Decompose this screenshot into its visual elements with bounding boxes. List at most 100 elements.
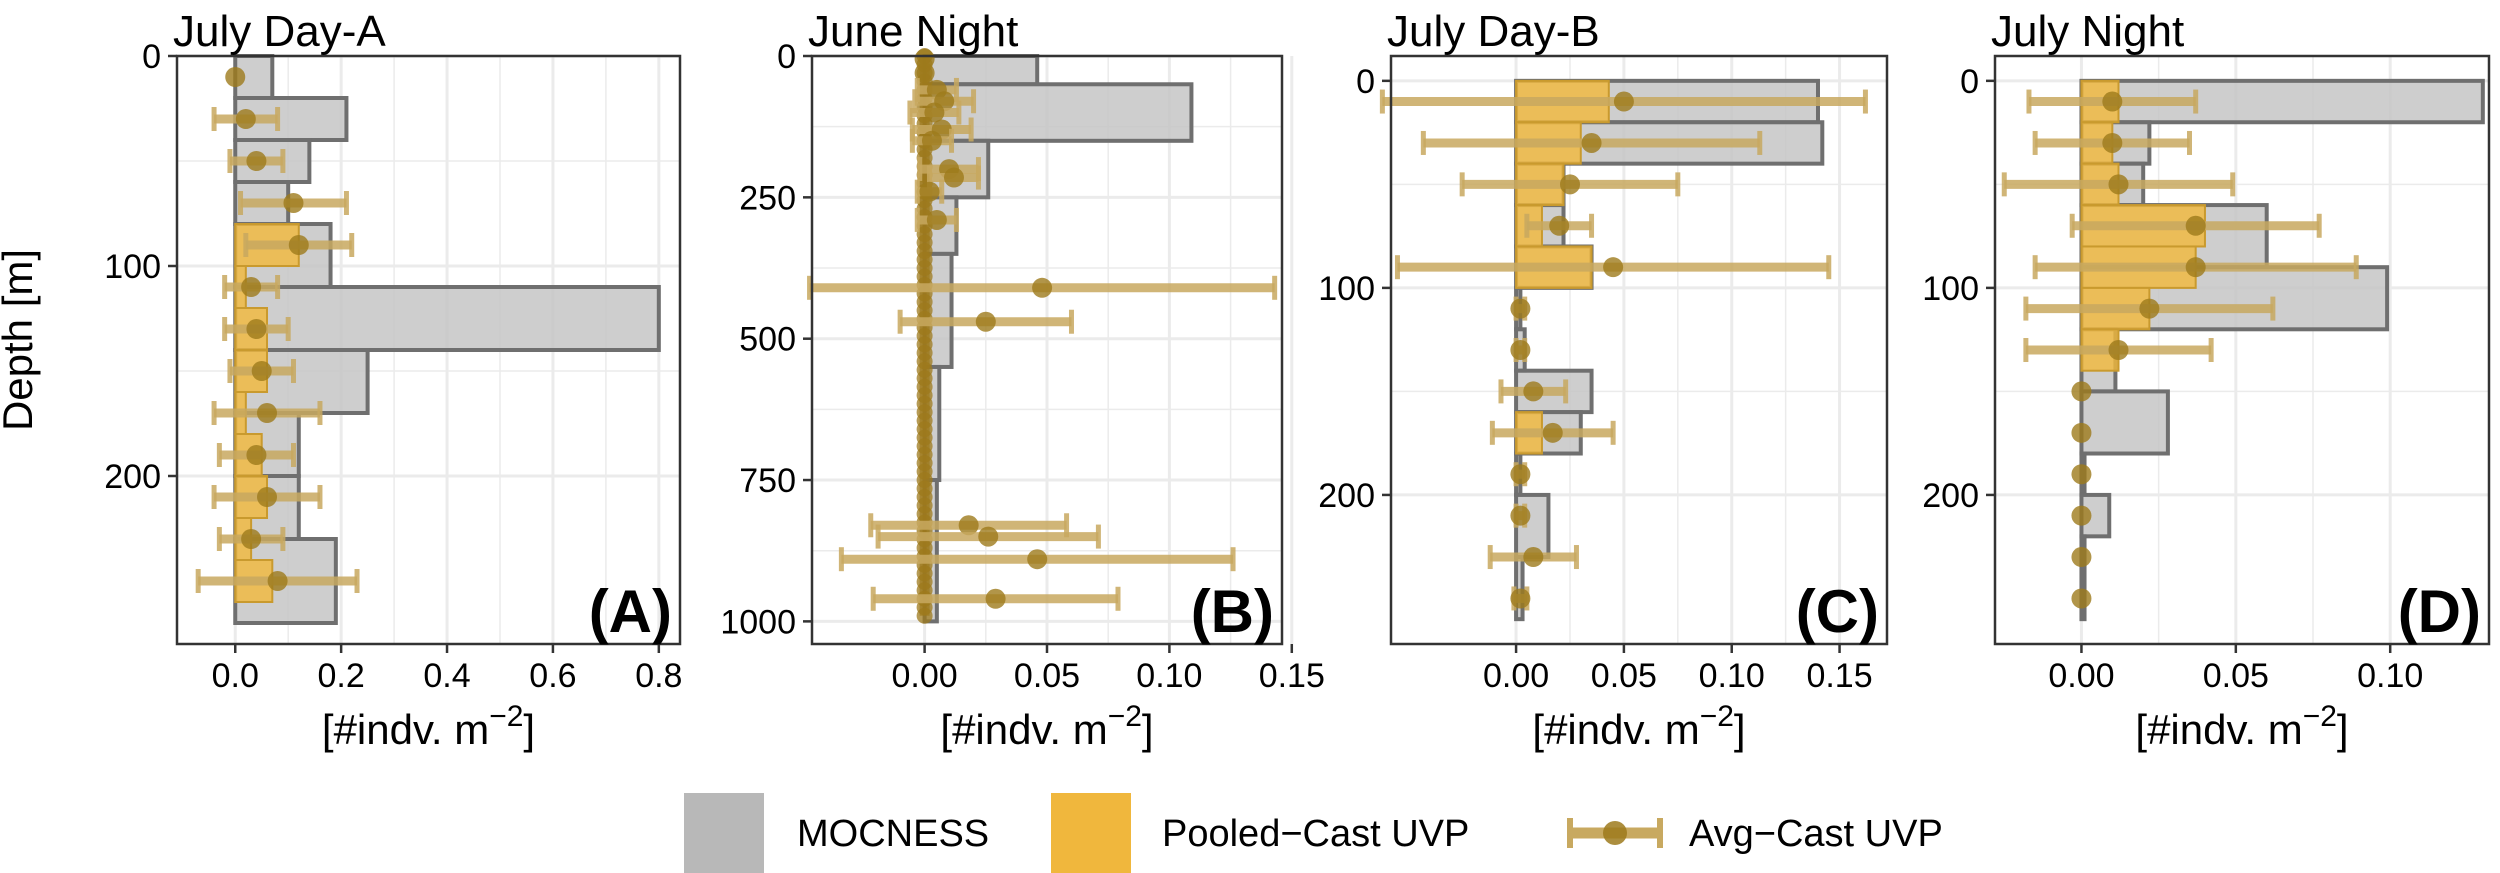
panel-4: 0.00 0.05 0.10 0 100 200 July Night (D) [#indv. … (1922, 7, 2491, 753)
x-tick-label: 0.00 (1483, 657, 1549, 695)
x-axis-title: [#indv. m−2] (2135, 700, 2348, 753)
legend-key-pooled (1051, 793, 1131, 873)
avg-point (1510, 505, 1531, 526)
x-tick-label: 0.05 (1591, 657, 1657, 695)
panel-tag: (A) (589, 578, 672, 645)
y-tick-label: 0 (142, 38, 161, 76)
y-tick-label: 0 (777, 38, 796, 76)
legend-label-avg: Avg−Cast UVP (1689, 813, 1943, 855)
avg-point (958, 515, 979, 536)
avg-point (2071, 381, 2092, 402)
avg-point (2071, 588, 2092, 609)
x-tick-label: 0.05 (2203, 657, 2269, 695)
x-tick-label: 0.00 (892, 657, 958, 695)
x-tick-label: 0.4 (423, 657, 470, 695)
x-tick-label: 0.2 (318, 657, 365, 695)
y-tick-label: 200 (104, 458, 161, 496)
x-axis-title: [#indv. m−2] (322, 700, 535, 753)
avg-point (241, 277, 262, 297)
x-tick-label: 0.10 (1699, 657, 1765, 695)
y-tick-label: 100 (1318, 270, 1375, 308)
avg-point (2185, 257, 2206, 278)
x-tick-label: 0.10 (1136, 657, 1202, 695)
x-axis-title-close: ] (1142, 706, 1154, 753)
avg-point (2108, 340, 2129, 360)
panel-1: 0.0 0.2 0.4 0.6 0.8 0 100 200 July Day-A (A) [#ind… (104, 7, 682, 753)
avg-point (1581, 132, 1602, 153)
x-tick-label: 0.10 (2357, 657, 2423, 695)
panel-frame (1993, 54, 2491, 646)
legend-key-avg-point (1603, 821, 1627, 845)
legend-label-mocness: MOCNESS (797, 813, 989, 855)
avg-point (235, 109, 256, 129)
avg-point (1542, 422, 1563, 443)
y-tick-label: 0 (1960, 63, 1979, 101)
avg-point (1603, 257, 1624, 278)
panel-2: 0.00 0.05 0.10 0.15 0 250 500 750 1000 June Night… (720, 7, 1325, 753)
avg-point (2139, 298, 2160, 319)
y-tick-label: 200 (1318, 477, 1375, 515)
mocness-bar (2079, 534, 2087, 622)
x-axis-title-close: ] (1734, 706, 1746, 753)
mocness-bar (922, 54, 1040, 87)
avg-point (288, 235, 309, 255)
legend: MOCNESS Pooled−Cast UVP Avg−Cast UVP (684, 793, 1943, 873)
avg-point (257, 487, 278, 507)
panel-frame (175, 54, 682, 646)
avg-point (1510, 464, 1531, 485)
avg-point (921, 130, 942, 151)
y-axis-title: Depth [m] (0, 249, 41, 431)
avg-point (1510, 340, 1531, 360)
legend-label-pooled: Pooled−Cast UVP (1162, 813, 1469, 855)
panel-frame (1389, 54, 1889, 646)
x-tick-label: 0.6 (529, 657, 576, 695)
avg-point (246, 445, 267, 465)
avg-point (919, 181, 940, 202)
avg-point (257, 403, 278, 423)
y-tick-label: 200 (1922, 477, 1979, 515)
avg-point (1027, 549, 1048, 570)
avg-point (914, 48, 935, 69)
panel-tag: (D) (2398, 578, 2481, 645)
avg-point (2102, 132, 2123, 153)
avg-point (2071, 464, 2092, 485)
y-tick-label: 100 (1922, 270, 1979, 308)
x-axis-title-main: [#indv. m (1532, 706, 1699, 753)
mocness-bar (2079, 389, 2170, 456)
x-axis-title-main: [#indv. m (2135, 706, 2302, 753)
avg-point (1510, 298, 1531, 319)
panels: 0.0 0.2 0.4 0.6 0.8 0 100 200 July Day-A (A) [#ind… (104, 7, 2491, 753)
x-axis-title-main: [#indv. m (322, 706, 489, 753)
avg-point (2102, 91, 2123, 112)
panel-title: July Day-B (1387, 7, 1600, 56)
x-axis-title-exponent: −2 (1108, 700, 1142, 733)
avg-point (924, 102, 945, 123)
avg-point (1559, 174, 1580, 195)
avg-point (225, 67, 246, 87)
avg-point (1613, 91, 1634, 112)
avg-point (1549, 215, 1570, 236)
avg-point (1523, 381, 1544, 402)
x-axis-title-exponent: −2 (489, 700, 523, 733)
x-axis-title-close: ] (2337, 706, 2349, 753)
avg-point (926, 209, 947, 230)
avg-point (985, 588, 1006, 609)
x-axis-title-main: [#indv. m (940, 706, 1107, 753)
y-tick-label: 250 (739, 179, 796, 217)
panel-title: June Night (808, 7, 1018, 56)
y-tick-label: 750 (739, 462, 796, 500)
mocness-bar (1514, 555, 1525, 622)
legend-key-mocness (684, 793, 764, 873)
avg-point (283, 193, 304, 213)
avg-point (1523, 547, 1544, 568)
x-axis-title: [#indv. m−2] (940, 700, 1153, 753)
avg-point (943, 167, 964, 188)
y-tick-label: 500 (739, 321, 796, 359)
avg-point (267, 571, 288, 591)
avg-point (2108, 174, 2129, 195)
panel-3: 0.00 0.05 0.10 0.15 0 100 200 July Day-B (C) [#in… (1318, 7, 1889, 753)
panel-tag: (B) (1191, 578, 1274, 645)
x-tick-label: 0.15 (1259, 657, 1325, 695)
avg-point (2071, 422, 2092, 443)
